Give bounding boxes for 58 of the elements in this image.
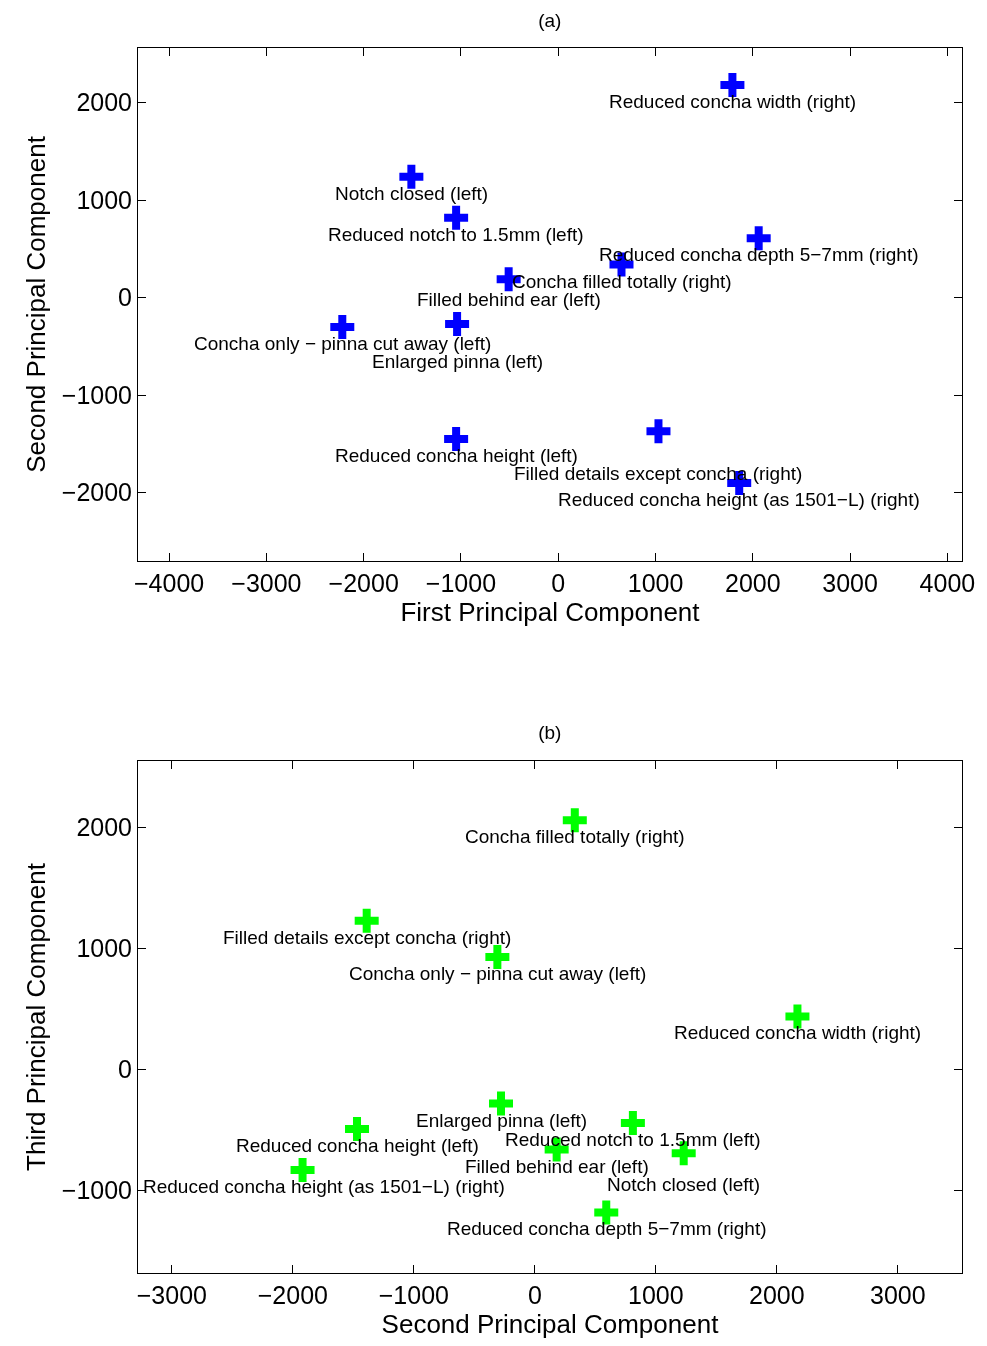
x-tick-label: −1000 (425, 569, 497, 597)
chart-title: (b) (538, 721, 562, 743)
annotation: Concha filled totally (right) (465, 826, 685, 847)
annotation: Filled details except concha (right) (223, 927, 512, 948)
x-tick-label: 4000 (919, 569, 976, 597)
annotation: Concha only − pinna cut away (left) (349, 963, 647, 984)
annotation: Reduced concha width (right) (674, 1022, 922, 1043)
annotation: Filled behind ear (left) (465, 1156, 649, 1177)
x-tick-label: −1000 (378, 1281, 449, 1309)
annotation: Reduced notch to 1.5mm (left) (328, 224, 584, 245)
annotation: Reduced concha depth 5−7mm (right) (447, 1218, 767, 1239)
annotation: Notch closed (left) (335, 183, 489, 204)
x-tick-label: 2000 (749, 1281, 805, 1309)
point (489, 1091, 513, 1116)
y-axis-title: Second Principal Component (21, 135, 52, 473)
x-axis-title: First Principal Component (400, 597, 701, 627)
x-tick-label: −2000 (328, 569, 399, 597)
y-tick-label: 0 (118, 283, 132, 312)
y-tick-label: 0 (118, 1055, 132, 1084)
x-tick-label: 3000 (870, 1281, 926, 1309)
y-tick-label: 2000 (76, 88, 132, 117)
x-tick-label: −3000 (136, 1281, 207, 1309)
point (620, 1110, 645, 1135)
annotation: Concha filled totally (right) (512, 271, 732, 292)
annotation: Reduced concha height (left) (335, 445, 578, 466)
x-tick-label: 1000 (627, 569, 684, 597)
y-tick-label: 1000 (76, 934, 132, 963)
y-tick-label: −1000 (61, 380, 132, 409)
annotation: Reduced concha depth 5−7mm (right) (599, 244, 919, 265)
x-tick-label: 0 (551, 569, 566, 597)
annotation: Reduced concha height (as 1501−L) (right) (143, 1176, 505, 1197)
x-tick-label: 2000 (725, 569, 781, 597)
chart-title: (a) (538, 9, 562, 31)
annotation: Reduced concha height (as 1501−L) (right) (558, 489, 920, 510)
x-tick-label: 0 (527, 1281, 542, 1309)
point (399, 164, 424, 189)
annotation: Reduced concha height (left) (236, 1135, 479, 1156)
annotation: Concha only − pinna cut away (left) (194, 333, 492, 354)
x-tick-label: 1000 (628, 1281, 684, 1309)
annotation: Enlarged pinna (left) (416, 1110, 588, 1131)
x-tick-label: −2000 (257, 1281, 328, 1309)
point (330, 314, 355, 339)
x-tick-label: 3000 (822, 569, 878, 597)
y-tick-label: 2000 (76, 813, 132, 842)
x-axis-title: Second Principal Component (381, 1309, 720, 1339)
point (444, 205, 469, 230)
x-tick-label: −3000 (231, 569, 302, 597)
point (646, 419, 671, 444)
annotation: Filled behind ear (left) (417, 289, 601, 310)
y-tick-label: −1000 (61, 1176, 132, 1205)
annotation: Reduced concha width (right) (609, 91, 857, 112)
y-axis-title: Third Principal Component (21, 862, 52, 1171)
point (445, 312, 470, 337)
x-tick-label: −4000 (134, 569, 205, 597)
point (354, 908, 379, 933)
point (345, 1116, 370, 1141)
y-tick-label: 1000 (76, 185, 132, 214)
y-tick-label: −2000 (61, 478, 132, 507)
